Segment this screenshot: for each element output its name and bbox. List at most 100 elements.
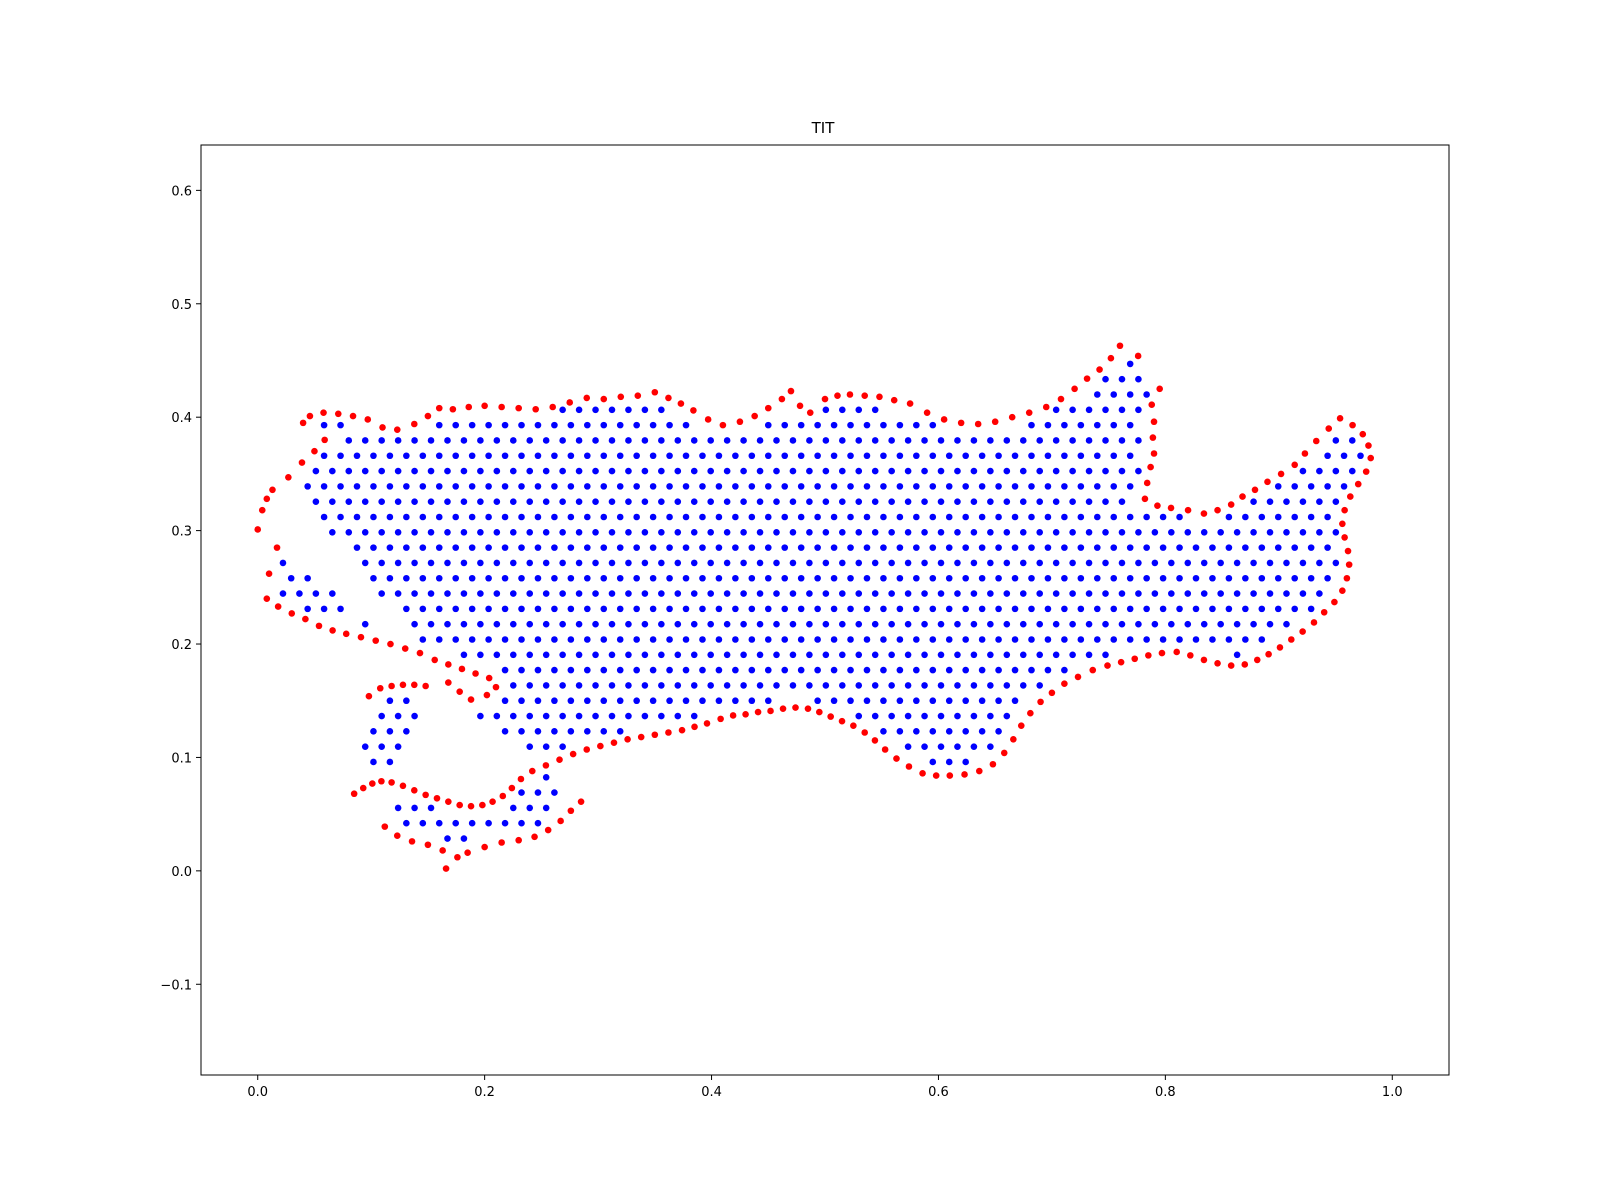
interior-point xyxy=(806,437,813,444)
interior-point xyxy=(945,513,953,521)
interior-point xyxy=(1143,636,1150,643)
boundary-point xyxy=(804,705,812,712)
boundary-point xyxy=(424,412,432,420)
interior-point xyxy=(1052,498,1060,505)
interior-point xyxy=(460,529,468,536)
interior-point xyxy=(361,498,369,505)
interior-point xyxy=(954,682,961,689)
interior-point xyxy=(600,605,608,613)
boundary-point xyxy=(1154,502,1161,509)
interior-point xyxy=(625,498,632,505)
interior-point xyxy=(937,437,945,444)
interior-point xyxy=(625,682,632,689)
interior-point xyxy=(1233,529,1241,536)
interior-point xyxy=(904,590,912,597)
interior-point xyxy=(1061,452,1068,460)
interior-point xyxy=(756,651,764,659)
interior-point xyxy=(896,605,904,613)
interior-point xyxy=(715,636,723,643)
interior-point xyxy=(526,498,534,505)
interior-point xyxy=(896,452,904,460)
interior-point xyxy=(1011,697,1019,705)
interior-point xyxy=(1044,605,1052,613)
interior-point xyxy=(1028,421,1035,429)
interior-point xyxy=(1209,574,1216,582)
interior-point xyxy=(1085,559,1093,567)
interior-point xyxy=(1307,605,1315,613)
interior-point xyxy=(863,452,871,460)
interior-point xyxy=(962,483,969,490)
interior-point xyxy=(970,559,978,567)
boundary-point xyxy=(1241,661,1249,668)
interior-point xyxy=(863,574,871,582)
interior-points xyxy=(279,360,1364,842)
boundary-point xyxy=(1000,749,1008,757)
interior-point xyxy=(477,712,484,720)
interior-point xyxy=(1324,483,1331,490)
interior-point xyxy=(773,590,780,597)
interior-point xyxy=(584,544,591,551)
interior-point xyxy=(534,697,542,705)
interior-point xyxy=(715,697,723,705)
interior-point xyxy=(945,636,953,643)
interior-point xyxy=(674,467,682,475)
interior-point xyxy=(797,666,805,674)
interior-point xyxy=(501,483,509,490)
interior-point xyxy=(649,483,657,490)
interior-point xyxy=(1118,437,1126,444)
interior-point xyxy=(1266,559,1274,567)
interior-point xyxy=(732,636,739,643)
interior-point xyxy=(822,529,830,536)
interior-point xyxy=(1159,574,1167,582)
interior-point xyxy=(1258,574,1266,582)
boundary-point xyxy=(372,637,380,644)
interior-point xyxy=(575,437,583,444)
interior-point xyxy=(748,452,756,460)
interior-point xyxy=(723,559,731,567)
boundary-point xyxy=(1301,450,1309,457)
interior-point xyxy=(871,682,879,689)
interior-point xyxy=(822,651,830,659)
interior-point xyxy=(1217,529,1224,536)
boundary-point xyxy=(1200,510,1208,517)
boundary-point xyxy=(263,495,271,503)
interior-point xyxy=(871,529,879,536)
interior-point xyxy=(584,666,591,674)
interior-point xyxy=(1266,620,1274,628)
interior-point xyxy=(600,666,608,674)
boundary-point xyxy=(871,737,879,744)
interior-point xyxy=(732,483,739,490)
boundary-point xyxy=(677,400,685,407)
interior-point xyxy=(806,590,813,597)
interior-point xyxy=(633,697,640,705)
interior-point xyxy=(880,452,887,460)
interior-point xyxy=(945,544,953,551)
interior-point xyxy=(575,620,583,628)
boundary-point xyxy=(923,409,931,416)
boundary-point xyxy=(906,400,914,407)
interior-point xyxy=(337,605,344,613)
interior-point xyxy=(1151,559,1159,567)
interior-point xyxy=(962,605,969,613)
interior-point xyxy=(592,559,599,567)
interior-point xyxy=(690,467,698,475)
interior-point xyxy=(715,574,723,582)
interior-point xyxy=(732,452,739,460)
y-tick-label: 0.6 xyxy=(171,184,192,199)
interior-point xyxy=(707,529,714,536)
y-tick-label: 0.3 xyxy=(171,525,192,540)
interior-point xyxy=(806,467,813,475)
interior-point xyxy=(1110,391,1118,398)
boundary-point xyxy=(285,474,292,481)
interior-point xyxy=(995,513,1002,521)
boundary-point xyxy=(991,418,999,426)
boundary-point xyxy=(531,833,538,841)
interior-point xyxy=(353,544,361,551)
interior-point xyxy=(658,406,665,414)
interior-point xyxy=(913,452,920,460)
interior-point xyxy=(559,590,566,597)
interior-point xyxy=(394,804,402,812)
interior-point xyxy=(542,529,550,536)
interior-point xyxy=(1168,529,1175,536)
interior-point xyxy=(370,544,377,551)
